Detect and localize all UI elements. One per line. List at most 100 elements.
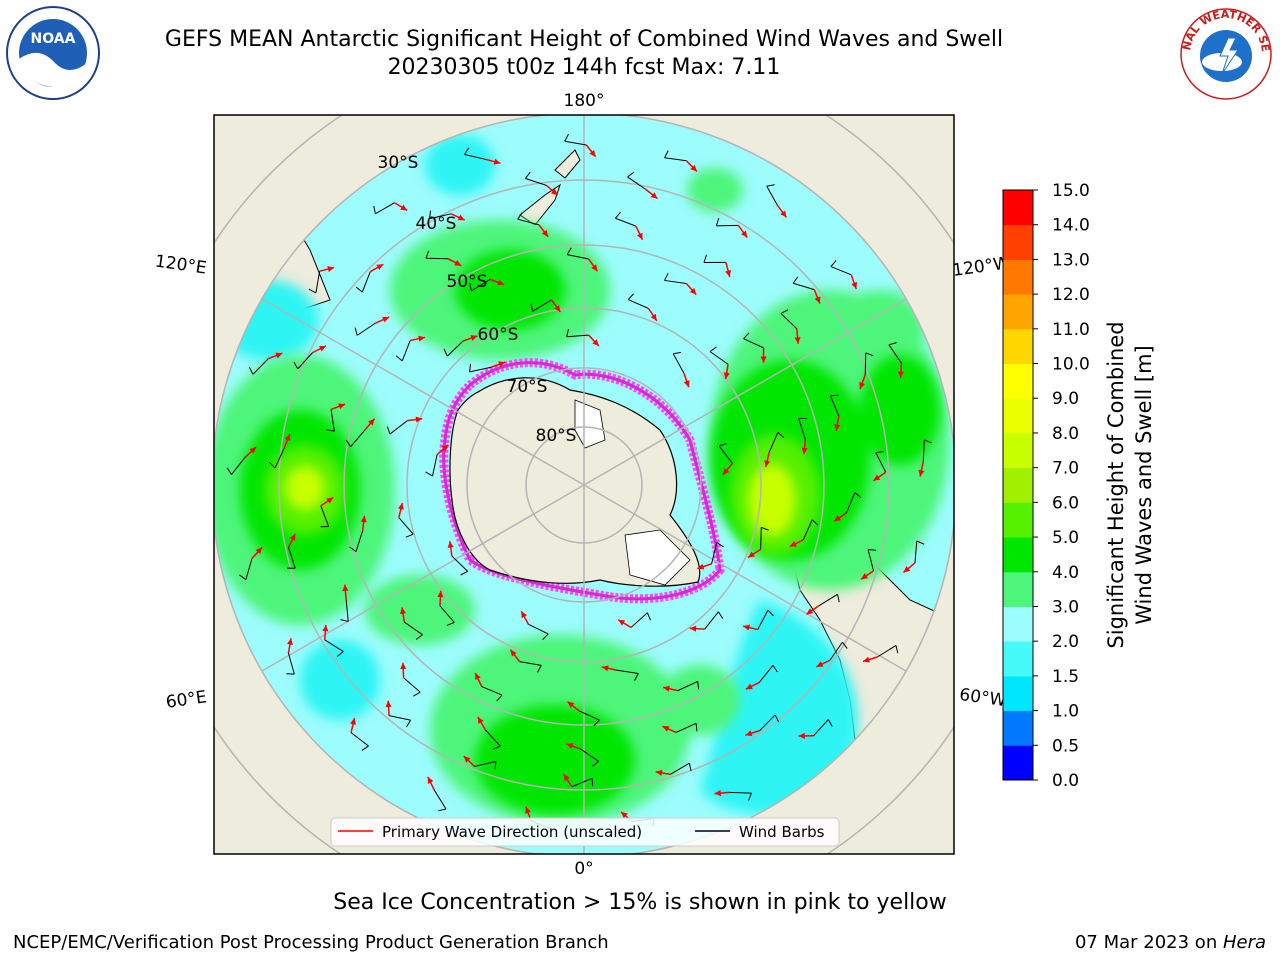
wave-arrow-head xyxy=(650,313,657,321)
wind-barb-flag xyxy=(842,641,848,649)
colorbar-label-line2: Wind Waves and Swell [m] xyxy=(1132,345,1156,625)
wind-barb xyxy=(433,790,447,810)
lon-label-120e: 120°E xyxy=(154,252,208,279)
wave-arrow-head xyxy=(589,149,596,157)
wind-barb xyxy=(564,140,587,146)
wave-arrow-head xyxy=(497,279,505,286)
wave-arrow-head xyxy=(741,230,748,238)
colorbar-bin xyxy=(1003,328,1033,365)
wind-barb xyxy=(813,719,829,737)
wind-barb xyxy=(867,549,875,572)
colorbar-bin xyxy=(1003,467,1033,503)
wave-arrow-head xyxy=(327,266,335,273)
wind-barb xyxy=(711,542,718,564)
wind-barb xyxy=(757,609,769,630)
wind-barb xyxy=(888,344,902,364)
wind-barb-flag xyxy=(593,719,600,727)
wind-barb-flag xyxy=(718,442,727,447)
sea-ice-caption: Sea Ice Concentration > 15% is shown in … xyxy=(333,890,947,915)
wave-arrow-head xyxy=(862,656,870,663)
colorbar-bin xyxy=(1003,432,1033,469)
wind-barb-flag xyxy=(494,761,497,770)
wave-arrow-head xyxy=(789,541,797,547)
wind-barb xyxy=(709,351,729,365)
wave-arrow-head xyxy=(592,339,599,346)
wind-barb-flag xyxy=(425,250,430,259)
colorbar-tick-label: 10.0 xyxy=(1052,355,1090,375)
wave-arrow-head xyxy=(725,270,732,277)
wind-barb-flag xyxy=(340,619,349,622)
lat-label-80s: 80°S xyxy=(536,426,577,446)
wave-arrow-head xyxy=(376,264,384,271)
lat-label-40s: 40°S xyxy=(416,214,457,234)
wave-arrow-head xyxy=(510,649,517,657)
wind-barb-flag xyxy=(827,719,833,727)
map-legend: Primary Wave Direction (unscaled) Wind B… xyxy=(330,817,840,847)
wind-barb-flag xyxy=(268,462,276,469)
wind-barb xyxy=(914,540,918,563)
wave-arrow-head xyxy=(636,232,643,240)
wave-arrow-head xyxy=(286,638,293,645)
wave-arrow-head xyxy=(399,607,406,615)
noaa-logo-text: NOAA xyxy=(31,31,76,47)
wave-arrow-head xyxy=(418,335,425,342)
wave-arrow-head xyxy=(918,469,925,477)
wind-barb xyxy=(877,645,897,658)
wind-barb-flag xyxy=(373,205,376,214)
wave-arrow-head xyxy=(415,416,423,423)
wave-arrow-head xyxy=(801,447,808,455)
nws-logo-icon: NATIONAL WEATHER SERVICE xyxy=(1176,4,1272,100)
wave-arrow-head xyxy=(470,335,478,341)
wave-arrow-head xyxy=(760,356,767,363)
wind-barb xyxy=(315,271,321,293)
colorbar-bin xyxy=(1003,190,1033,226)
wave-arrow-head xyxy=(400,204,408,211)
wave-arrow-head xyxy=(794,337,801,344)
wave-arrow-head xyxy=(289,533,296,541)
wind-barb xyxy=(517,218,540,226)
wind-barb xyxy=(361,271,371,293)
colorbar-bin xyxy=(1003,537,1033,573)
colorbar-bin xyxy=(1003,294,1033,330)
wave-arrow-head xyxy=(745,683,753,690)
wind-barb-flag xyxy=(349,546,357,553)
wind-barb-flag xyxy=(443,348,448,357)
wind-barb xyxy=(401,340,411,362)
wave-arrow-head xyxy=(521,611,527,619)
wave-arrow-head xyxy=(493,158,501,165)
wave-arrow-head xyxy=(814,296,821,304)
wave-arrow-head xyxy=(563,774,570,782)
wave-arrow-head xyxy=(326,497,334,504)
wind-barb xyxy=(793,282,815,291)
wave-arrow-head xyxy=(861,573,868,580)
colorbar: 0.0 0.5 1.0 1.5 2.0 3.0 4.0 5.0 6.0 7.0 8.0 9.0 10.0… xyxy=(1002,181,1090,791)
wind-barb xyxy=(758,664,774,683)
wind-barb-flag xyxy=(865,352,874,357)
wind-barb xyxy=(615,217,637,227)
wave-arrow-head xyxy=(697,563,705,570)
wave-arrow-head xyxy=(427,776,434,784)
wind-barb xyxy=(566,334,589,338)
map-frame xyxy=(213,114,955,855)
wind-barb-flag xyxy=(615,211,621,219)
wind-barb xyxy=(375,202,395,215)
colorbar-tick-label: 13.0 xyxy=(1052,250,1090,270)
wind-barb-flag xyxy=(868,549,877,551)
colorbar-bin xyxy=(1003,224,1033,260)
colorbar-tick-label: 11.0 xyxy=(1052,320,1090,340)
colorbar-bin xyxy=(1003,398,1033,434)
wind-barb xyxy=(802,519,813,541)
wind-barb xyxy=(729,791,752,794)
colorbar-tick-label: 12.0 xyxy=(1052,285,1090,305)
wind-barb xyxy=(464,154,487,160)
wave-arrow-head xyxy=(447,541,454,548)
wave-arrow-head xyxy=(454,260,462,266)
wind-barb xyxy=(571,777,593,788)
wind-barb-flag xyxy=(715,218,720,226)
wind-barb-flag xyxy=(425,471,433,477)
wind-barb xyxy=(474,760,497,767)
wind-barb-flag xyxy=(811,519,819,526)
wave-arrow-head xyxy=(683,380,690,388)
wind-barb xyxy=(580,748,599,762)
